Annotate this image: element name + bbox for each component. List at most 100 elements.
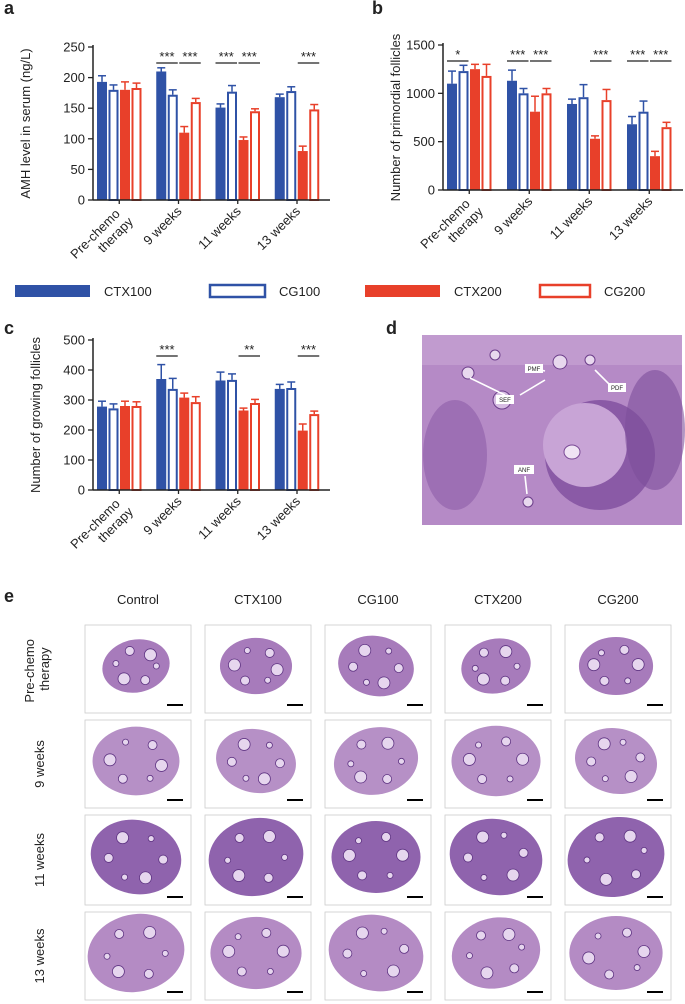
error-bar <box>180 392 189 398</box>
significance-label: *** <box>159 49 174 64</box>
follicle <box>633 964 641 971</box>
error-bar <box>121 81 129 90</box>
bar <box>97 406 107 490</box>
follicle <box>139 871 152 885</box>
error-bar <box>287 86 296 92</box>
error-bar <box>98 75 106 82</box>
x-tick-label: Pre-chemo therapy <box>67 493 136 562</box>
follicle <box>116 831 129 845</box>
follicle <box>348 661 359 672</box>
follicle <box>480 874 488 881</box>
x-tick-label: 13 weeks <box>254 493 304 543</box>
follicle <box>604 969 615 980</box>
follicle <box>381 832 391 842</box>
follicle <box>265 741 273 749</box>
bar <box>286 388 297 491</box>
arrow <box>524 475 528 495</box>
follicle <box>155 759 168 772</box>
panel-label: c <box>4 318 14 338</box>
follicle <box>354 770 368 784</box>
follicle <box>357 870 368 881</box>
legend-swatch <box>538 283 592 299</box>
row-label: 13 weeks <box>32 928 47 983</box>
bar <box>309 414 320 492</box>
significance-label: *** <box>219 49 234 64</box>
error-bar <box>519 87 528 94</box>
ovary-section <box>87 913 185 993</box>
follicle <box>386 871 394 879</box>
follicle <box>506 868 520 882</box>
follicle <box>240 675 250 686</box>
histology-label: PDF <box>611 386 623 392</box>
y-axis-title: Number of growing follicles <box>28 336 43 493</box>
follicle <box>489 349 501 361</box>
follicle <box>637 945 651 958</box>
legend-swatch <box>208 283 267 299</box>
histology-image: PMF PDF SEF ANF <box>422 335 685 525</box>
error-bar <box>157 363 166 379</box>
follicle <box>266 968 274 975</box>
error-bar <box>191 395 200 403</box>
label-box <box>608 383 626 392</box>
error-bar <box>531 95 539 112</box>
follicle <box>516 752 530 766</box>
error-bar <box>109 84 118 90</box>
bar <box>447 83 457 190</box>
oocyte <box>563 444 581 460</box>
x-tick-label: 9 weeks <box>140 493 185 538</box>
follicle <box>360 970 368 977</box>
follicle <box>463 852 473 863</box>
follicle <box>501 736 511 747</box>
bar <box>97 81 107 200</box>
significance-label: *** <box>533 47 548 62</box>
follicle <box>500 831 508 839</box>
x-tick-label: 13 weeks <box>606 193 656 243</box>
histology-label: PMF <box>528 367 541 373</box>
error-bar <box>228 373 236 380</box>
ovary-section <box>92 726 180 796</box>
y-tick-label: 1000 <box>406 86 435 101</box>
y-tick-label: 0 <box>78 193 85 208</box>
row-label: Pre-chemo therapy <box>22 635 52 702</box>
follicle <box>619 644 630 655</box>
follicle <box>103 753 117 767</box>
follicle <box>466 952 473 960</box>
error-bar <box>121 400 129 406</box>
follicle <box>583 856 591 864</box>
follicle <box>222 944 236 958</box>
error-bar <box>542 87 551 94</box>
legend-swatch <box>365 285 440 297</box>
legend-label: CG200 <box>604 284 645 299</box>
follicle <box>347 760 355 768</box>
follicle <box>264 648 275 658</box>
bar <box>650 156 660 190</box>
bar <box>215 380 226 490</box>
bar <box>297 151 308 200</box>
follicle <box>509 963 520 974</box>
ovary-section <box>451 725 541 797</box>
follicle <box>631 658 645 671</box>
bar <box>274 97 285 200</box>
follicle <box>377 676 391 690</box>
ovary-section <box>578 636 654 696</box>
y-tick-label: 50 <box>71 162 85 177</box>
bar <box>227 91 237 201</box>
follicle <box>263 830 276 843</box>
error-bar <box>287 381 296 388</box>
error-bar <box>98 400 106 407</box>
y-tick-label: 100 <box>63 131 85 146</box>
significance-label: *** <box>301 342 316 357</box>
follicle <box>234 933 242 941</box>
error-bar <box>275 383 284 389</box>
follicle <box>599 872 613 886</box>
label-box <box>496 395 514 404</box>
follicle <box>476 830 490 844</box>
bar <box>250 403 260 491</box>
follicle <box>477 774 488 784</box>
ovary-section <box>90 819 182 895</box>
bar <box>274 388 285 490</box>
ovary-section <box>331 821 421 893</box>
follicle <box>103 853 114 863</box>
histology-label: ANF <box>518 468 530 474</box>
follicle <box>356 739 367 750</box>
